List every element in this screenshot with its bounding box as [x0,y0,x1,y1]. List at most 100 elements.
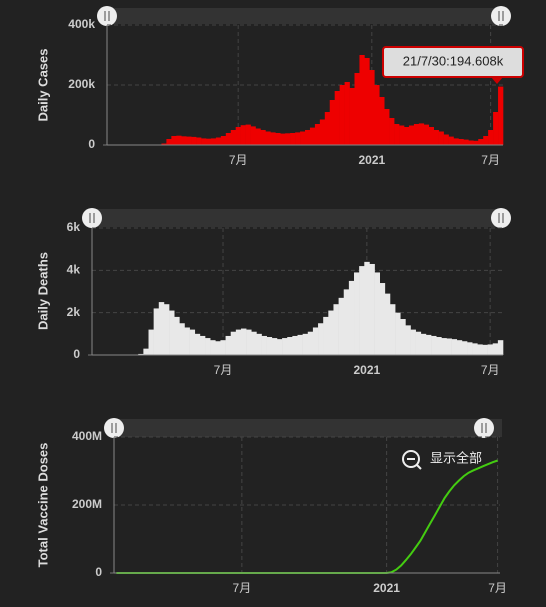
bar [235,127,241,145]
bar [339,85,345,145]
bar [324,112,331,145]
slider-handle[interactable] [104,418,124,438]
y-axis-title: Total Vaccine Doses [35,443,50,568]
bar [413,124,420,145]
y-tick-label: 0 [73,347,80,361]
bar [463,139,469,145]
bar [472,343,478,355]
tooltip-pointer [491,77,503,84]
range-slider[interactable] [104,418,502,438]
x-tick-label: 2021 [358,153,385,167]
bar [210,340,216,355]
bar [163,304,170,355]
range-slider[interactable] [82,208,511,228]
bar [158,302,165,355]
x-tick-label: 7月 [481,153,500,167]
bar [497,340,504,355]
bar [415,331,422,355]
bar [196,137,202,145]
bar [492,343,499,355]
slider-track [107,8,501,24]
slider-handle[interactable] [474,418,494,438]
bar [256,333,262,355]
handle-grip [89,213,504,223]
bar [431,335,437,355]
bar [318,323,324,355]
bar [349,88,355,145]
bar [408,125,415,145]
slider-track [92,209,501,227]
bar [333,304,339,355]
bar [225,335,232,355]
bar [305,130,311,145]
bar [199,335,206,355]
bar [179,323,185,355]
bar [287,337,293,355]
bar [461,341,468,355]
bar [404,127,410,145]
y-tick-label: 400M [72,429,102,443]
bar [138,353,144,355]
line [116,459,498,574]
bar [438,131,444,145]
zoom-icon [407,458,422,470]
x-tick-label: 7月 [488,581,507,595]
bar [246,329,252,355]
slider-handle[interactable] [82,208,102,228]
slider-handle[interactable] [491,208,511,228]
bar [446,338,452,355]
handle-grip [111,423,487,433]
y-tick-label: 200k [68,77,95,91]
bar [433,130,439,145]
bar [328,310,334,355]
slider-handle[interactable] [97,6,117,26]
bar [245,124,251,145]
bar [280,133,286,145]
bar [205,338,211,355]
bar [292,335,298,355]
bar [418,123,425,145]
bar [493,112,499,145]
bar [384,109,390,145]
bar [488,130,494,145]
bar [468,140,474,145]
bar [478,139,484,145]
bar [266,337,273,355]
bar [379,97,385,145]
bar [343,289,350,355]
y-tick-label: 400k [68,17,95,31]
bar [420,333,427,355]
bar [369,70,375,145]
reset-zoom-button[interactable]: 显示全部 [402,450,482,470]
bar [176,135,182,145]
bar [410,329,416,355]
bar [148,329,154,355]
bar [295,132,301,145]
bar [191,136,197,145]
bar [314,124,321,145]
bar [206,138,212,145]
y-tick-label: 4k [67,263,81,277]
reset-label[interactable]: 显示全部 [430,450,482,465]
bar [374,85,380,145]
bar [275,133,281,145]
bar [334,91,340,145]
bar [344,82,350,145]
bar [251,331,257,355]
bar [498,86,504,145]
slider-handle[interactable] [491,6,511,26]
bar [405,325,411,355]
x-tick-label: 7月 [229,153,248,167]
bar [348,280,355,355]
bar [171,136,177,145]
x-tick-label: 2021 [354,363,381,377]
x-tick-label: 7月 [481,363,500,377]
bar [374,272,380,355]
bar [319,119,326,145]
bar [379,283,386,355]
bar [240,125,246,145]
y-tick-label: 2k [67,305,81,319]
x-tick-label: 7月 [233,581,252,595]
range-slider[interactable] [97,6,511,26]
bar [369,263,375,355]
